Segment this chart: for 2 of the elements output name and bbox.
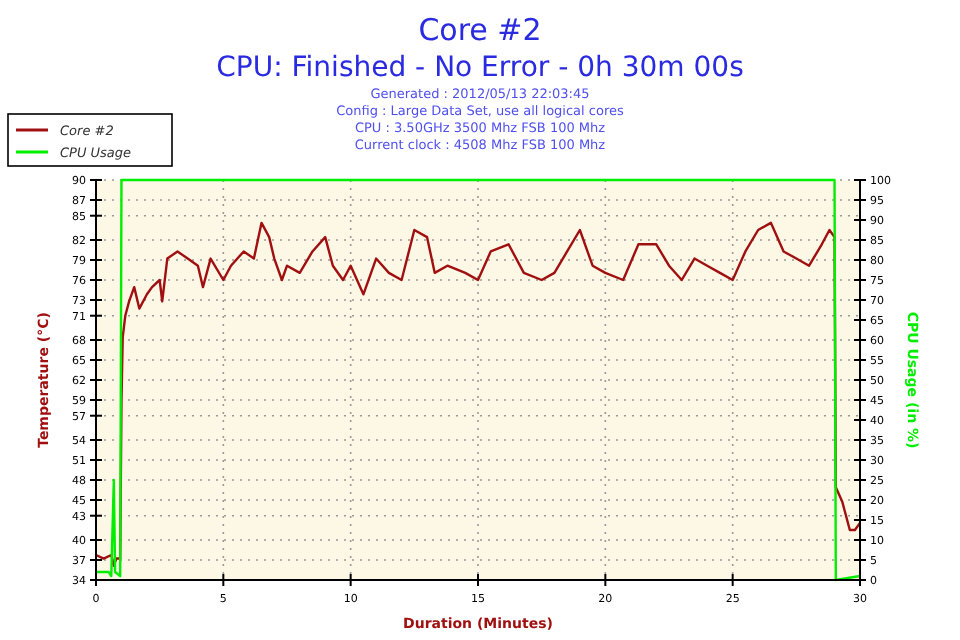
chart-title: Core #2 — [418, 12, 542, 48]
chart-subtitle: CPU: Finished - No Error - 0h 30m 00s — [216, 52, 744, 84]
